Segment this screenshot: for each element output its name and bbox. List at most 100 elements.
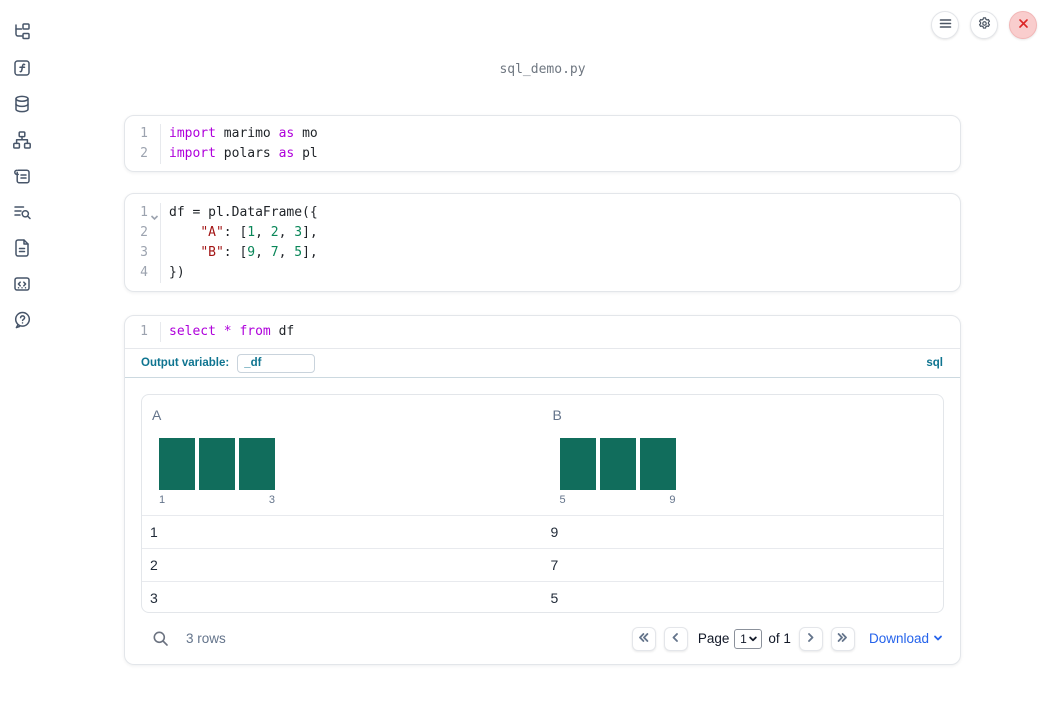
table-footer: 3 rows Page 1 of 1 Download [125,613,960,664]
table-row[interactable]: 3 5 [142,581,943,612]
code-token: 9 [247,245,256,260]
shutdown-button[interactable] [1009,11,1037,39]
code-cell-imports[interactable]: 1 import marimo as mo 2 import polars as… [124,115,961,172]
line-number: 1 [140,205,148,220]
page-select[interactable]: 1 [734,628,763,649]
settings-button[interactable] [970,11,998,39]
help-icon [12,310,32,333]
code-token: 5 [294,245,303,260]
histogram-max-label: 3 [268,494,275,506]
code-token: from [239,324,271,339]
output-variable-label: Output variable: [141,357,230,369]
download-label: Download [868,631,929,646]
chevron-down-icon [749,632,757,646]
table-cell[interactable]: 7 [550,557,559,573]
histogram-bar [639,438,676,490]
line-number: 3 [140,245,148,260]
sidebar-item-scratchpad[interactable] [12,167,32,187]
code-line: 1 df = pl.DataFrame({ [125,203,960,223]
chevrons-left-icon [638,631,649,646]
column-name[interactable]: B [552,407,562,423]
download-button[interactable]: Download [869,631,943,646]
cell-output: A 1 3 B [125,378,960,613]
search-icon [152,631,169,650]
code-token: ], [302,225,318,240]
notebook-controls [931,11,1037,39]
code-token: : [ [223,245,248,260]
table-cell[interactable]: 5 [550,590,559,606]
histogram-min-label: 5 [559,494,566,506]
histogram-min-label: 1 [159,494,166,506]
sidebar-item-file-explorer[interactable] [12,22,32,43]
code-token [169,225,200,240]
last-page-button[interactable] [830,626,855,651]
code-token: * [223,324,232,339]
page-total: of 1 [768,631,791,646]
line-number: 1 [140,126,148,141]
hamburger-icon [938,16,953,34]
notebook-filename: sql_demo.py [499,62,586,77]
code-line: 4 }) [125,263,960,283]
sidebar-item-logs[interactable] [12,203,32,223]
table-row[interactable]: 2 7 [142,548,943,581]
histogram-bar [199,438,235,490]
sql-code-editor[interactable]: select * from df [161,322,960,342]
code-token: ], [302,245,318,260]
sql-options-row: Output variable: sql [125,349,960,378]
code-token: as [278,146,295,161]
code-token: 3 [294,225,303,240]
table-row[interactable]: 1 9 [142,515,943,548]
column-histogram[interactable] [559,438,944,490]
code-editor[interactable]: import marimo as mo [161,124,960,144]
menu-button[interactable] [931,11,959,39]
code-line: 2 "A": [1, 2, 3], [125,223,960,243]
next-page-button[interactable] [798,626,823,651]
sidebar-item-variables[interactable] [12,59,32,79]
code-editor[interactable]: df = pl.DataFrame({ [161,203,960,223]
logs-icon [12,202,32,225]
code-line: 3 "B": [9, 7, 5], [125,243,960,263]
search-button[interactable] [151,630,169,648]
histogram-bar [559,438,596,490]
table-cell[interactable]: 9 [550,524,559,540]
table-header: A 1 3 B [142,395,943,515]
previous-page-button[interactable] [663,626,688,651]
code-cell-dataframe[interactable]: 1 df = pl.DataFrame({ 2 "A": [1, 2, 3], … [124,193,961,292]
language-badge: sql [926,357,943,369]
code-token: df = pl.DataFrame({ [169,205,318,220]
sidebar-item-dependency-graph[interactable] [12,130,32,153]
code-token: "A" [200,225,224,240]
table-cell[interactable]: 3 [150,590,158,606]
code-editor[interactable]: "A": [1, 2, 3], [161,223,960,243]
code-editor[interactable]: }) [161,263,960,283]
table-cell[interactable]: 1 [150,524,158,540]
column-header-b: B 5 9 [543,395,944,515]
code-editor[interactable]: import polars as pl [161,144,960,164]
sidebar-item-snippets[interactable] [12,275,32,295]
column-histogram[interactable] [159,438,543,490]
column-header-a: A 1 3 [142,395,543,515]
chevron-down-icon [933,631,943,646]
table-cell[interactable]: 2 [150,557,158,573]
snippets-icon [12,274,32,297]
dependency-graph-icon [12,130,32,153]
code-token: , [255,245,271,260]
code-token: mo [294,126,318,141]
page-label: Page [697,631,730,646]
documentation-icon [12,238,32,261]
close-icon [1016,16,1031,34]
column-name[interactable]: A [152,407,162,423]
output-variable-input[interactable] [237,353,316,373]
code-token: , [278,225,295,240]
first-page-button[interactable] [631,626,656,651]
code-token: marimo [215,126,279,141]
sidebar-item-documentation[interactable] [12,238,32,261]
code-editor[interactable]: "B": [9, 7, 5], [161,243,960,263]
chevron-right-icon [805,631,816,646]
gear-icon [977,16,992,34]
sidebar-item-help[interactable] [12,311,32,331]
sql-cell: 1 select * from df Output variable: sql … [124,315,961,665]
sidebar-item-datasources[interactable] [12,95,32,115]
histogram-max-label: 9 [669,494,676,506]
fold-chevron-icon[interactable] [150,209,159,221]
